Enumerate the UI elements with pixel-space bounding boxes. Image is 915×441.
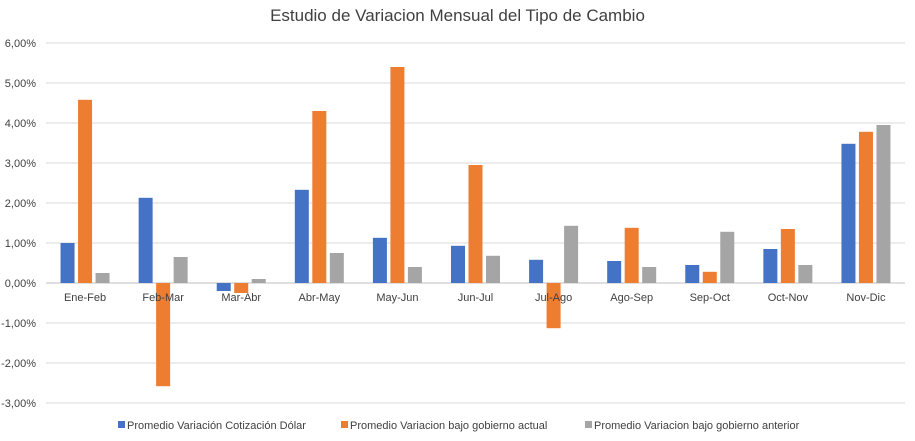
bar-series-2: [156, 283, 171, 387]
legend-label-series-1: Promedio Variación Cotización Dólar: [127, 420, 306, 432]
x-tick-label: May-Jun: [376, 292, 418, 304]
bar-series-2: [390, 67, 405, 283]
bar-series-1: [372, 237, 387, 283]
bar-series-1: [685, 265, 700, 283]
legend-swatch-series-2: [341, 421, 348, 428]
x-tick-label: Sep-Oct: [690, 292, 730, 304]
bar-series-2: [234, 283, 249, 293]
y-tick-label: 0,00%: [5, 278, 36, 290]
legend-swatch-series-3: [585, 421, 592, 428]
bar-series-3: [876, 125, 891, 283]
y-tick-label: 2,00%: [5, 198, 36, 210]
bar-series-3: [329, 253, 344, 283]
x-tick-label: Feb-Mar: [142, 292, 184, 304]
bar-series-2: [702, 271, 717, 283]
x-tick-label: Ene-Feb: [64, 292, 106, 304]
bar-series-1: [841, 143, 856, 283]
bar-series-3: [95, 273, 110, 283]
bar-series-3: [720, 231, 735, 283]
x-tick-label: Ago-Sep: [610, 292, 653, 304]
x-tick-label: Jul-Ago: [535, 292, 572, 304]
x-tick-label: Jun-Jul: [458, 292, 493, 304]
bar-series-1: [294, 189, 309, 283]
bar-series-1: [529, 259, 544, 283]
bar-series-2: [858, 131, 873, 283]
bar-series-2: [312, 111, 327, 283]
y-tick-label: -1,00%: [1, 318, 36, 330]
bar-series-3: [486, 255, 500, 283]
y-tick-label: 4,00%: [5, 118, 36, 130]
x-tick-label: Nov-Dic: [846, 292, 886, 304]
bar-series-2: [78, 99, 93, 283]
legend-label-series-3: Promedio Variacion bajo gobierno anterio…: [594, 420, 800, 432]
y-tick-label: -2,00%: [1, 358, 36, 370]
bar-series-3: [251, 279, 266, 283]
bar-series-1: [451, 245, 465, 283]
bar-series-3: [173, 257, 188, 283]
bar-series-2: [546, 283, 561, 329]
bar-series-1: [138, 197, 153, 283]
y-tick-label: 1,00%: [5, 238, 36, 250]
bar-series-2: [780, 229, 795, 283]
bar-series-3: [642, 267, 657, 283]
bar-series-1: [60, 243, 75, 283]
chart-title: Estudio de Variacion Mensual del Tipo de…: [270, 6, 645, 25]
bar-series-3: [798, 265, 813, 283]
bar-series-1: [763, 249, 778, 283]
bar-series-2: [468, 165, 483, 283]
bar-series-2: [624, 227, 639, 283]
y-tick-label: 6,00%: [5, 38, 36, 50]
bar-series-1: [607, 261, 622, 283]
x-tick-label: Mar-Abr: [221, 292, 261, 304]
legend-label-series-2: Promedio Variacion bajo gobierno actual: [350, 420, 547, 432]
x-tick-label: Abr-May: [299, 292, 341, 304]
y-tick-label: -3,00%: [1, 398, 36, 410]
y-tick-label: 5,00%: [5, 78, 36, 90]
bar-series-3: [564, 225, 579, 283]
bar-series-3: [407, 267, 422, 283]
x-tick-label: Oct-Nov: [768, 292, 809, 304]
legend-swatch-series-1: [118, 421, 125, 428]
y-tick-label: 3,00%: [5, 158, 36, 170]
bar-series-1: [216, 283, 231, 291]
